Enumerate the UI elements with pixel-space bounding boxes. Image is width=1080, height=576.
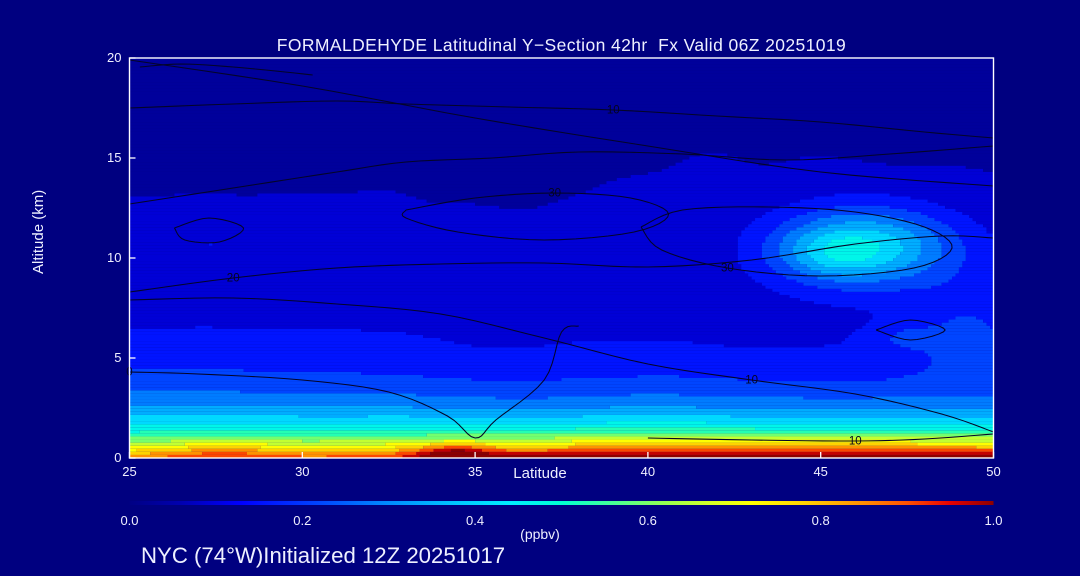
svg-text:30: 30 (721, 263, 734, 275)
svg-text:30: 30 (548, 188, 561, 200)
svg-text:10: 10 (745, 375, 758, 387)
svg-text:20: 20 (227, 273, 240, 285)
svg-text:10: 10 (607, 105, 620, 117)
svg-text:10: 10 (849, 436, 862, 448)
